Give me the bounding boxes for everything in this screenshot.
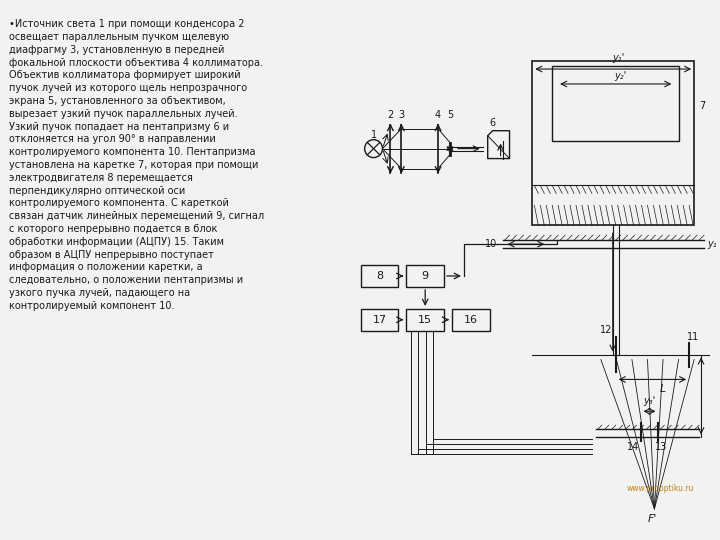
Text: y₁': y₁' (612, 53, 624, 63)
Text: 1: 1 (371, 130, 377, 140)
Text: 12: 12 (600, 325, 612, 335)
Text: y₃': y₃' (644, 396, 656, 406)
Bar (361, 265, 398, 287)
Text: 7: 7 (699, 101, 706, 111)
Bar (361, 309, 398, 330)
Text: 14: 14 (626, 442, 639, 452)
Text: L: L (660, 384, 665, 394)
Text: 13: 13 (655, 442, 667, 452)
Text: 4: 4 (435, 110, 441, 120)
Text: 2: 2 (387, 110, 394, 120)
Text: F': F' (648, 514, 657, 524)
Text: 11: 11 (687, 332, 699, 342)
Text: 8: 8 (376, 271, 383, 281)
Bar (406, 309, 444, 330)
Text: 3: 3 (398, 110, 405, 120)
Text: 10: 10 (485, 239, 498, 249)
Text: y₁: y₁ (707, 239, 716, 249)
Text: y₂': y₂' (615, 71, 627, 81)
Text: 6: 6 (490, 118, 495, 128)
Text: 5: 5 (447, 110, 453, 120)
Bar (552, 66, 679, 140)
Text: •Источник света 1 при помощи конденсора 2
освещает параллельным пучком щелевую
д: •Источник света 1 при помощи конденсора … (9, 19, 264, 311)
Bar (532, 61, 694, 225)
Bar (406, 265, 444, 287)
Text: 15: 15 (418, 315, 432, 325)
Text: www.prooptiku.ru: www.prooptiku.ru (626, 484, 694, 493)
Bar (452, 309, 490, 330)
Text: 9: 9 (422, 271, 428, 281)
Text: 16: 16 (464, 315, 478, 325)
Text: 17: 17 (372, 315, 387, 325)
